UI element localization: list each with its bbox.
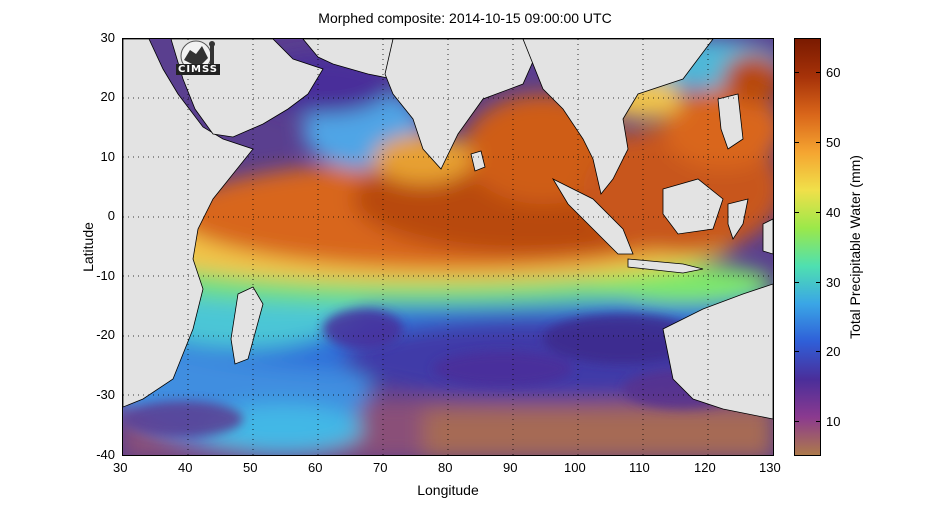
colorbar-tick-mark [816,351,821,352]
colorbar-tick-mark [794,72,799,73]
x-tick-label: 70 [373,460,388,475]
y-axis-label: Latitude [80,222,96,272]
colorbar-tick-mark [794,421,799,422]
y-tick-label: 0 [107,208,115,223]
y-tick-label: 20 [100,89,115,104]
colorbar-tick-label: 60 [826,65,841,80]
map-gridlines [123,39,773,455]
y-tick-label: -30 [96,387,115,402]
y-tick-label: -40 [96,447,115,462]
x-tick-label: 130 [759,460,781,475]
x-tick-label: 100 [564,460,586,475]
x-tick-label: 50 [243,460,258,475]
x-tick-label: 80 [438,460,453,475]
colorbar-tick-mark [816,212,821,213]
colorbar-tick-label: 20 [826,344,841,359]
x-tick-label: 60 [308,460,323,475]
colorbar-tick-label: 10 [826,414,841,429]
map-plot-area [122,38,774,456]
colorbar-tick-mark [794,351,799,352]
y-tick-label: 30 [100,30,115,45]
colorbar-label: Total Precipitable Water (mm) [847,155,863,339]
y-tick-label: -10 [96,268,115,283]
logo-label: CIMSS [176,64,220,75]
x-tick-label: 90 [503,460,518,475]
colorbar-tick-mark [794,282,799,283]
colorbar-tick-mark [816,421,821,422]
colorbar-tick-mark [816,142,821,143]
colorbar [794,38,821,456]
colorbar-tick-label: 40 [826,205,841,220]
y-tick-label: 10 [100,149,115,164]
colorbar-tick-mark [794,142,799,143]
tpw-map-svg [123,39,773,455]
cimss-logo-icon [180,40,215,72]
colorbar-tick-label: 30 [826,275,841,290]
x-tick-label: 120 [694,460,716,475]
colorbar-tick-label: 50 [826,135,841,150]
colorbar-tick-mark [816,282,821,283]
x-tick-label: 30 [113,460,128,475]
x-tick-label: 40 [178,460,193,475]
x-axis-label: Longitude [417,482,479,498]
colorbar-tick-mark [794,212,799,213]
chart-title: Morphed composite: 2014-10-15 09:00:00 U… [318,10,612,26]
x-tick-label: 110 [629,460,650,475]
land-masses [123,39,773,420]
y-tick-label: -20 [96,327,115,342]
colorbar-tick-mark [816,72,821,73]
